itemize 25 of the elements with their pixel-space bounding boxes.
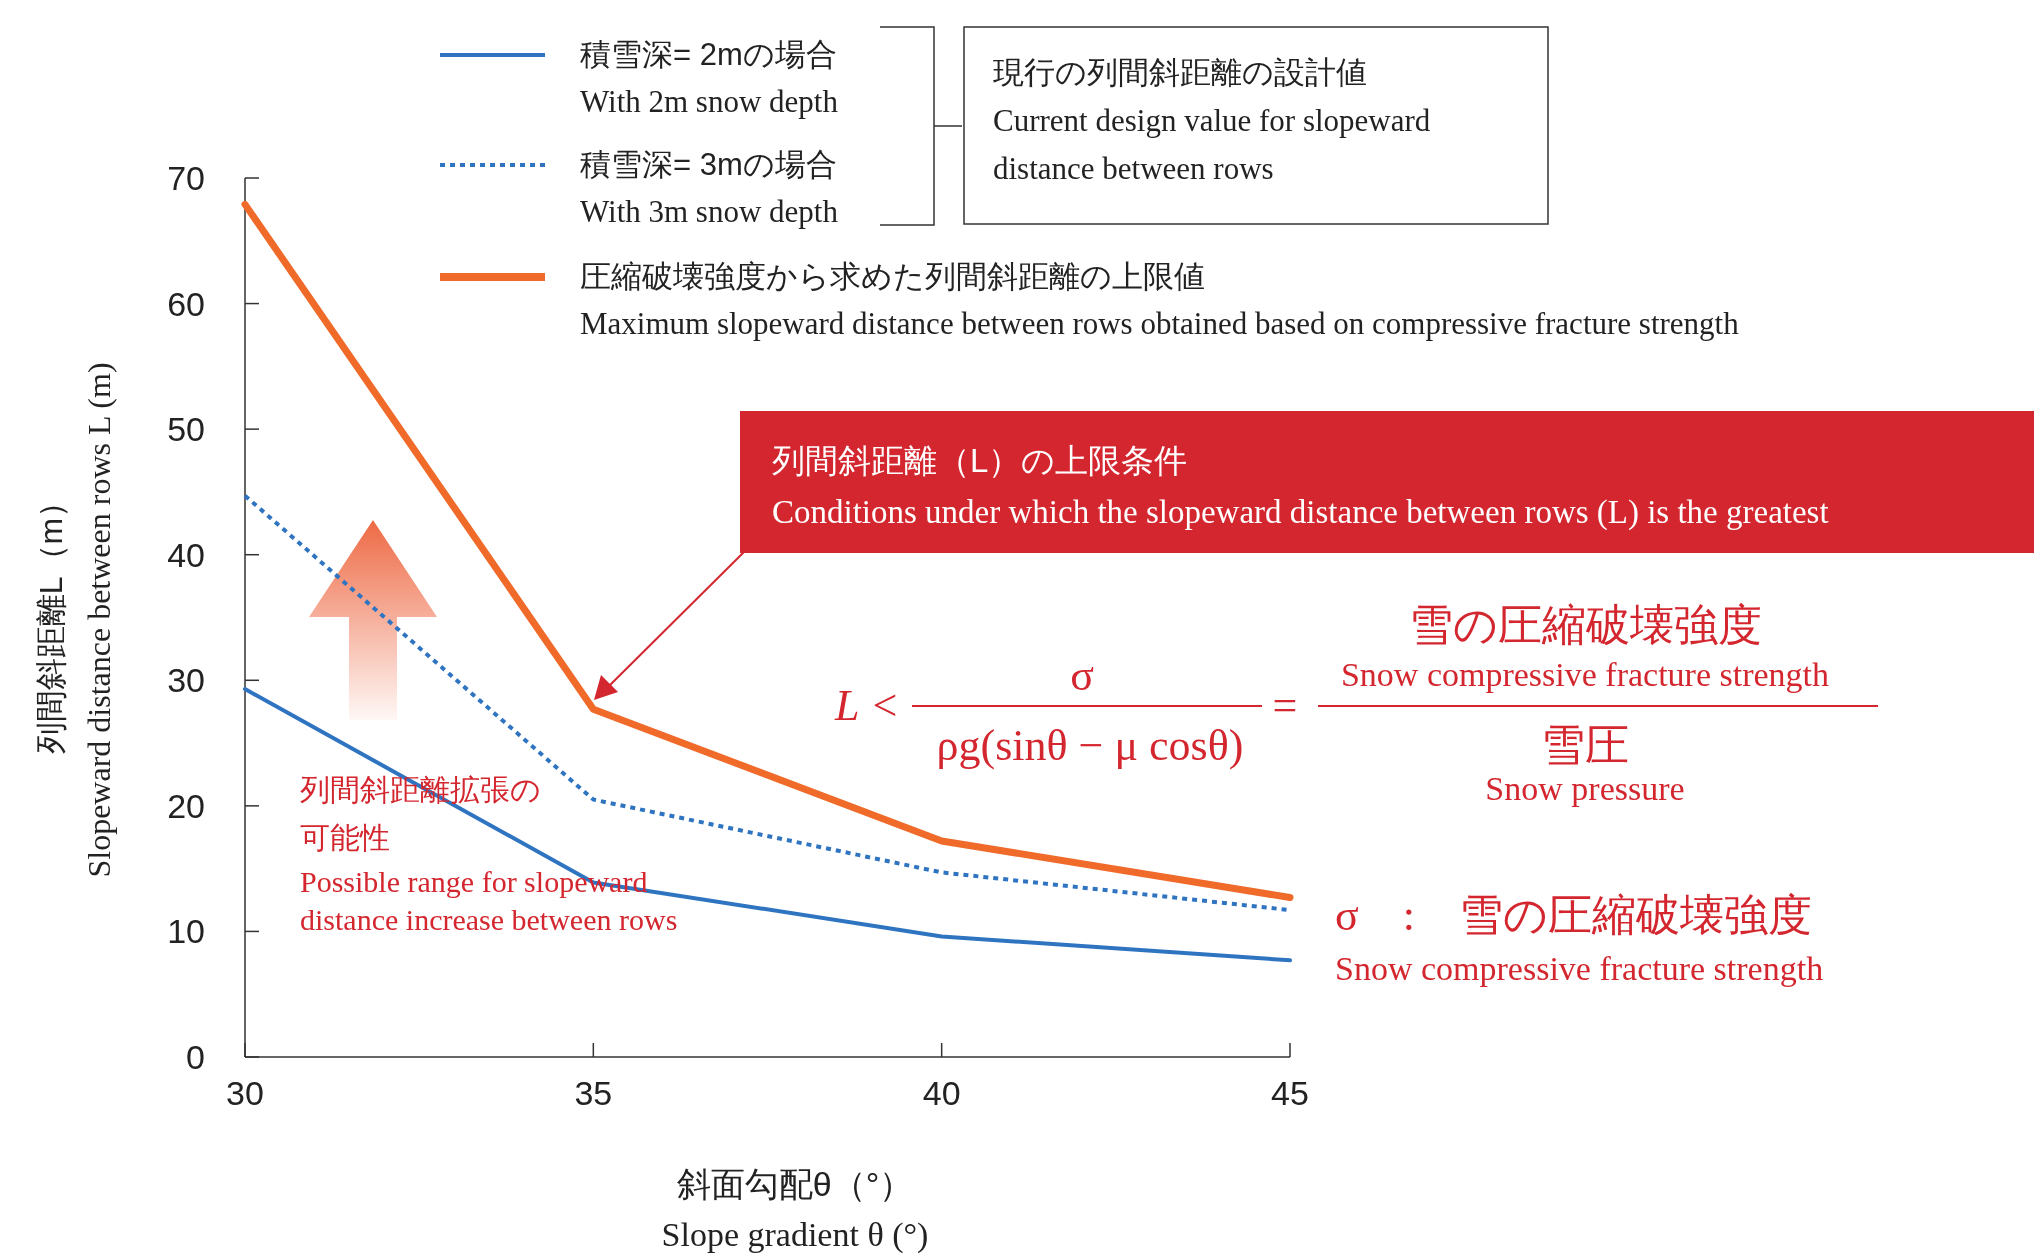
y-tick-label: 0 bbox=[186, 1038, 205, 1076]
y-axis-title: 列間斜距離L（m） Slopeward distance between rows L (m) bbox=[33, 362, 117, 878]
annotation: 可能性 bbox=[300, 821, 390, 854]
y-tick-label: 60 bbox=[167, 284, 205, 323]
y-tick-label: 70 bbox=[167, 159, 205, 197]
annotation: σ ρg(sinθ − μ cosθ) bbox=[936, 651, 1244, 770]
annotation: 列間斜距離（L）の上限条件 Conditions under which the slopeward distance between rows (L) is the greatest bbox=[772, 442, 1829, 531]
annotation: = bbox=[1272, 681, 1298, 730]
text: 雪の圧縮破壊強度 Snow compressive fracture strength 雪圧 Snow pressure bbox=[1340, 601, 1830, 807]
x-tick-label: 30 bbox=[226, 1074, 264, 1112]
text: σ : 雪の圧縮破壊強度 Snow compressive fracture strength bbox=[1335, 891, 1824, 987]
x-tick-label: 45 bbox=[1271, 1074, 1309, 1112]
legend-label: 積雪深= 3mの場合 With 3m snow depth bbox=[580, 147, 839, 229]
annotation: L < bbox=[834, 681, 900, 730]
y-tick-label: 50 bbox=[167, 410, 205, 449]
x-tick-label: 35 bbox=[574, 1074, 613, 1112]
legend-label: 圧縮破壊強度から求めた列間斜距離の上限値 Maximum slopeward distance between rows obtained based on compressive fracture strength bbox=[580, 259, 1740, 341]
x-tick-label: 40 bbox=[922, 1074, 961, 1112]
y-tick-label: 40 bbox=[167, 535, 205, 574]
y-tick-label: 10 bbox=[167, 912, 205, 951]
x-axis-title: 斜面勾配θ（°） Slope gradient θ (°) bbox=[661, 1165, 929, 1254]
annotation: 現行の列間斜距離の設計値 Current design value for slopeward distance between rows bbox=[993, 55, 1431, 186]
y-tick-label: 30 bbox=[167, 661, 205, 700]
y-tick-label: 20 bbox=[167, 786, 205, 825]
legend-label: 積雪深= 2mの場合 With 2m snow depth bbox=[580, 37, 839, 119]
